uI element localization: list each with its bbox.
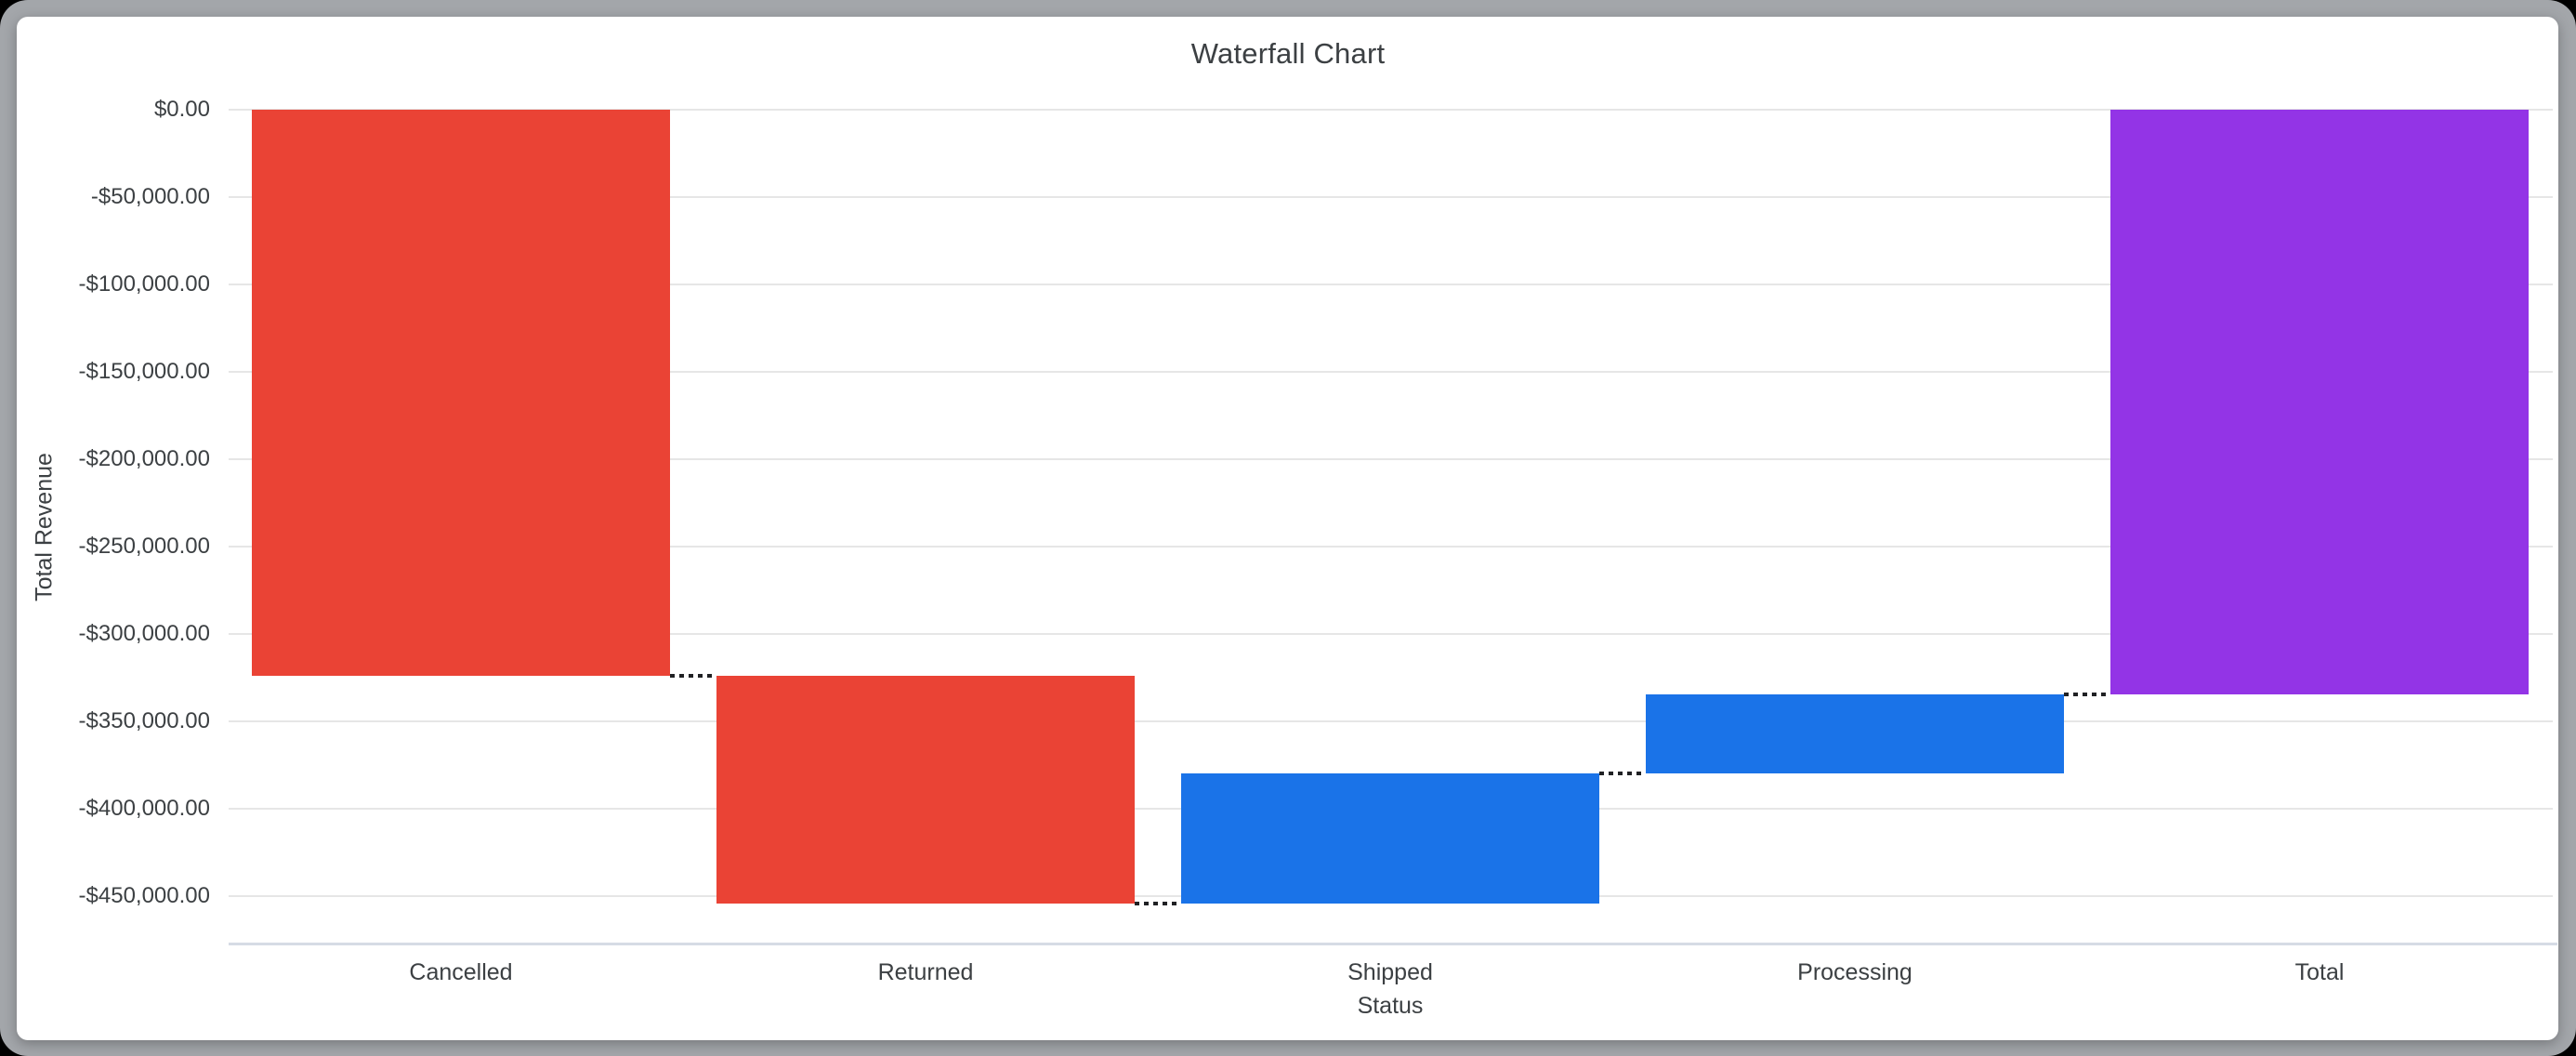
gridline [229,720,2553,722]
waterfall-bar-processing[interactable] [1646,694,2064,774]
waterfall-bar-total[interactable] [2110,110,2529,695]
gridline [229,633,2553,635]
y-tick-label: -$150,000.00 [78,359,210,384]
y-tick-label: -$200,000.00 [78,446,210,471]
x-category-label-total: Total [2294,959,2345,985]
waterfall-connector [1135,901,1181,905]
y-axis-title: Total Revenue [31,453,58,601]
waterfall-connector [670,673,716,678]
gridline [229,371,2553,373]
waterfall-bar-shipped[interactable] [1181,773,1599,904]
y-tick-label: $0.00 [153,97,210,122]
y-tick-label: -$300,000.00 [78,621,210,646]
y-tick-label: -$450,000.00 [78,883,210,908]
x-axis-title: Status [1357,993,1424,1019]
y-tick-label: -$400,000.00 [78,796,210,821]
x-category-label-shipped: Shipped [1347,959,1433,985]
x-category-label-processing: Processing [1797,959,1912,985]
gridline [229,109,2553,111]
gridline [229,458,2553,460]
y-tick-label: -$250,000.00 [78,534,210,559]
x-axis-line [229,943,2557,945]
y-tick-label: -$350,000.00 [78,708,210,733]
waterfall-connector [1599,772,1646,776]
waterfall-connector [2064,693,2110,697]
y-tick-label: -$50,000.00 [90,184,210,209]
waterfall-bar-returned[interactable] [716,675,1135,904]
y-tick-label: -$100,000.00 [78,271,210,297]
gridline [229,546,2553,548]
gridline [229,284,2553,285]
x-category-label-cancelled: Cancelled [409,959,513,985]
x-category-label-returned: Returned [877,959,974,985]
waterfall-bar-cancelled[interactable] [252,110,670,676]
chart-title: Waterfall Chart [1190,37,1386,70]
gridline [229,196,2553,198]
